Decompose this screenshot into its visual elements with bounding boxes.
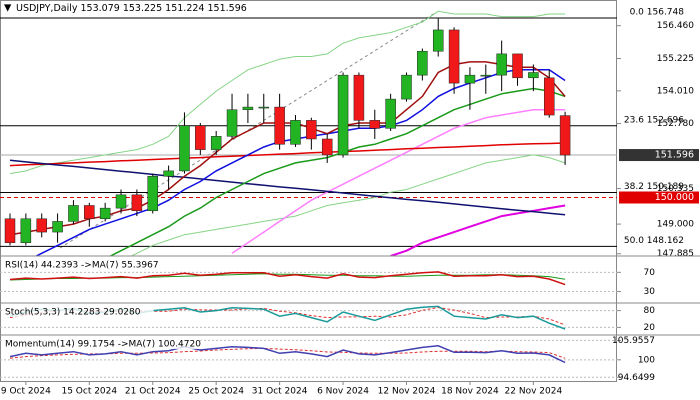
y-tick-label: 100: [638, 355, 655, 365]
candle-body: [20, 218, 32, 243]
candle-body: [464, 74, 476, 84]
candle-body: [195, 125, 206, 150]
x-tick-label: 21 Oct 2024: [125, 387, 181, 397]
candle-body: [496, 53, 507, 76]
candle-body: [115, 194, 127, 209]
fib-label: 50.0 148.162: [624, 236, 684, 246]
pane-title: Momentum(14) 99.1754 ->MA(7) 100.4720: [5, 340, 201, 350]
x-tick-label: 9 Oct 2024: [1, 387, 51, 397]
x-tick-label: 15 Oct 2024: [61, 387, 117, 397]
candle-body: [147, 175, 158, 212]
candle-body: [480, 74, 492, 77]
indicator-line: [9, 10, 566, 175]
pane-title-bg: [2, 338, 201, 349]
header-value: 151.596: [208, 3, 247, 14]
y-tick-label: 149.000: [657, 220, 694, 230]
candle-body: [68, 205, 79, 222]
chart-title: USDJPY,Daily 153.079 153.225 151.224 151…: [16, 3, 247, 14]
candle-body: [337, 74, 349, 156]
pane-title-bg: [2, 259, 170, 270]
candle-body: [306, 120, 317, 140]
candle-body: [274, 106, 285, 145]
indicator-line: [9, 347, 566, 359]
candle-body: [258, 106, 270, 109]
candle-body: [290, 120, 301, 145]
plot-frame: [0, 0, 617, 382]
header-value: 153.225: [123, 3, 162, 14]
candle-body: [543, 77, 555, 116]
pane-title: RSI(14) 44.2393 ->MA(7) 55.3967: [5, 261, 159, 271]
pane-title: Stoch(5,3,3) 14.2283 29.0280: [5, 308, 141, 318]
indicator-line: [231, 108, 566, 254]
candle-body: [369, 120, 381, 129]
x-tick-label: 12 Nov 2024: [378, 387, 436, 397]
indicator-line: [9, 271, 566, 286]
candle-body: [321, 138, 333, 156]
x-tick-label: 22 Nov 2024: [505, 387, 563, 397]
y-tick-label: 70: [644, 268, 656, 278]
candle-body: [36, 218, 47, 233]
x-tick-label: 25 Oct 2024: [188, 387, 244, 397]
candle-body: [179, 125, 190, 172]
symbol: USDJPY,Daily: [16, 3, 78, 14]
candle-body: [226, 109, 238, 137]
pane-title-bg: [2, 306, 154, 317]
collapse-arrow: ▼: [4, 3, 12, 14]
pane: [9, 271, 566, 286]
candle-body: [432, 29, 444, 52]
pane: [9, 345, 566, 364]
indicator-line: [390, 204, 566, 256]
indicator-line: [9, 306, 566, 326]
price-box: [619, 149, 699, 162]
y-tick-label: 152.780: [657, 119, 694, 129]
x-tick-label: 18 Nov 2024: [441, 387, 499, 397]
candle-body: [99, 207, 111, 220]
candle-body: [417, 50, 428, 76]
header-value: 151.224: [165, 3, 204, 14]
fib-label: 38.2 150.189: [624, 182, 684, 192]
x-tick-label: 6 Nov 2024: [317, 387, 369, 397]
x-tick-label: 31 Oct 2024: [252, 387, 308, 397]
y-tick-label: 20: [644, 323, 656, 333]
y-tick-label: 147.885: [657, 249, 694, 259]
candle-body: [385, 98, 396, 129]
candle-body: [448, 29, 460, 84]
candle-body: [512, 53, 523, 79]
pane: [0, 10, 617, 256]
fib-label: 0.0 156.748: [630, 8, 685, 18]
candle-body: [353, 74, 365, 121]
indicator-line: [9, 345, 566, 364]
candle-body: [559, 115, 571, 156]
fib-label: 23.6 152.696: [624, 115, 684, 125]
trend-line: [59, 12, 436, 249]
marked-level-box: [619, 191, 699, 204]
y-tick-label: 30: [644, 287, 656, 297]
indicator-line: [9, 142, 566, 167]
marked-level-label: 150.000: [655, 192, 694, 203]
header-value: 153.079: [81, 3, 120, 14]
indicator-line: [130, 154, 566, 256]
candle-body: [528, 72, 539, 79]
candle-body: [131, 194, 143, 212]
candle-body: [4, 218, 16, 243]
candle-body: [401, 74, 412, 100]
candle-body: [242, 106, 254, 110]
y-tick-label: 154.010: [657, 86, 694, 96]
y-tick-label: 80: [644, 306, 656, 316]
candle-body: [163, 170, 174, 177]
candle-body: [210, 136, 222, 150]
y-tick-label: 155.225: [657, 54, 694, 64]
candle-body: [52, 221, 63, 233]
y-tick-label: 156.460: [657, 21, 694, 31]
y-tick-label: 150.335: [657, 184, 694, 194]
indicator-line: [9, 159, 566, 216]
indicator-line: [108, 87, 566, 256]
y-tick-label: 105.9557: [612, 336, 655, 346]
y-tick-label: 94.6499: [618, 373, 655, 383]
price-box-label: 151.596: [655, 150, 694, 161]
candle-body: [84, 205, 95, 220]
